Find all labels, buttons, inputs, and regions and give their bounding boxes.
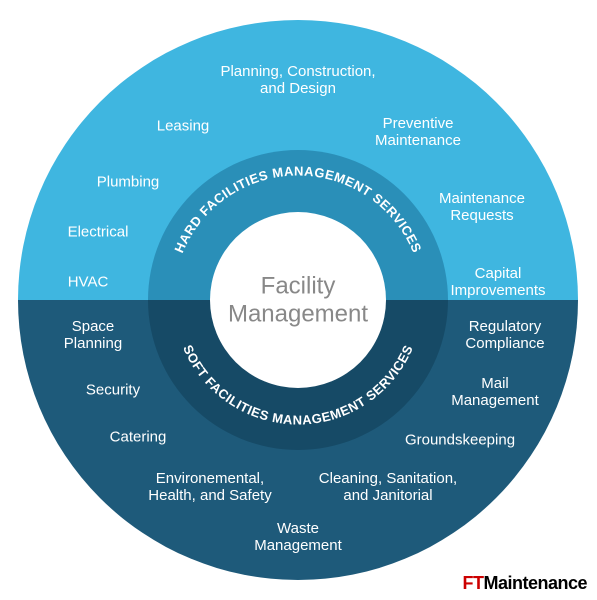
hard-service-item-6: HVAC: [68, 273, 109, 290]
soft-service-item-5: Groundskeeping: [405, 431, 515, 448]
brand-suffix: Maintenance: [483, 573, 587, 593]
soft-service-item-4: Catering: [110, 428, 167, 445]
hard-service-item-4: MaintenanceRequests: [439, 190, 525, 225]
hard-service-item-0: Planning, Construction,and Design: [220, 63, 375, 98]
soft-service-item-7: Cleaning, Sanitation,and Janitorial: [319, 470, 457, 505]
soft-service-item-1: RegulatoryCompliance: [465, 318, 544, 353]
soft-service-item-3: MailManagement: [451, 375, 539, 410]
hard-service-item-3: Plumbing: [97, 173, 160, 190]
soft-service-item-0: SpacePlanning: [64, 318, 122, 353]
brand-prefix: FT: [462, 573, 483, 593]
diagram-stage: HARD FACILITIES MANAGEMENT SERVICESSOFT …: [0, 0, 597, 600]
hard-service-item-5: Electrical: [68, 223, 129, 240]
hard-service-item-2: PreventiveMaintenance: [375, 115, 461, 150]
center-label-line2: Management: [228, 300, 368, 327]
soft-service-item-2: Security: [86, 381, 140, 398]
brand-logo: FTMaintenance: [462, 573, 587, 594]
hard-service-item-1: Leasing: [157, 117, 210, 134]
center-label-line1: Facility: [261, 272, 336, 299]
hard-service-item-7: CapitalImprovements: [450, 265, 545, 300]
soft-service-item-6: Environemental,Health, and Safety: [148, 470, 271, 505]
center-label: Facility Management: [228, 272, 368, 327]
soft-service-item-8: WasteManagement: [254, 520, 342, 555]
